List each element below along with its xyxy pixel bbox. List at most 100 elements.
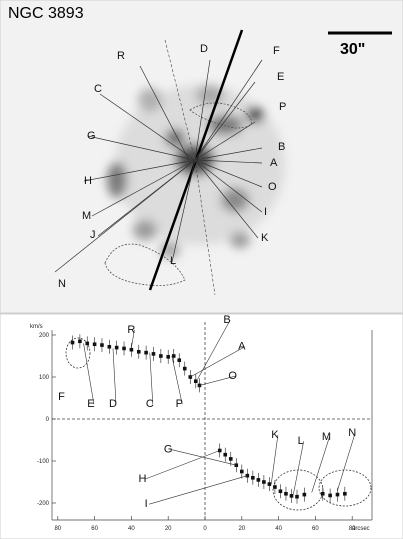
- annotation-h: H: [138, 473, 146, 485]
- annotation-r: R: [127, 324, 135, 336]
- x-tick-label: 40: [128, 526, 135, 532]
- data-point: [197, 383, 202, 388]
- data-point: [171, 354, 176, 358]
- annotation-m: M: [322, 431, 331, 443]
- region-label-p: P: [279, 101, 286, 113]
- annotation-n: N: [348, 427, 356, 439]
- data-point: [129, 347, 134, 352]
- annotation-b: B: [223, 314, 230, 326]
- group-outline-f: [65, 337, 91, 369]
- data-point: [122, 346, 126, 351]
- annotation-leader: [293, 441, 304, 495]
- data-point: [151, 352, 156, 356]
- data-points: [70, 334, 347, 504]
- annotation-leader: [131, 329, 135, 348]
- annotation-e: E: [87, 398, 94, 410]
- data-point: [166, 355, 170, 359]
- region-label-c: C: [94, 83, 102, 95]
- dashed-lines: [164, 39, 216, 296]
- data-point: [273, 485, 277, 489]
- y-tick-label: 0: [46, 417, 50, 423]
- annotation-l: L: [298, 435, 304, 447]
- region-label-f: F: [273, 45, 280, 57]
- annotation-d: D: [109, 398, 117, 410]
- y-tick-label: 100: [39, 375, 50, 381]
- data-point: [228, 457, 233, 461]
- annotation-leader: [337, 432, 356, 491]
- slit-lines: [54, 59, 263, 273]
- data-point: [92, 342, 97, 347]
- data-point: [278, 489, 283, 494]
- data-point: [177, 358, 182, 362]
- scale-bar-label: 30": [340, 41, 365, 58]
- region-label-e: E: [277, 71, 284, 83]
- annotation-leader: [171, 355, 183, 405]
- region-label-r: R: [117, 50, 125, 62]
- annotation-leader: [270, 434, 279, 485]
- data-point: [223, 452, 228, 457]
- data-point: [251, 476, 255, 480]
- data-point: [159, 354, 163, 358]
- y-tick-label: 200: [39, 333, 50, 339]
- x-tick-label: 20: [165, 526, 172, 532]
- y-ticks: 200 100 0 -100 -200: [37, 333, 56, 507]
- y-tick-label: -200: [37, 501, 50, 507]
- data-point: [240, 469, 244, 474]
- data-point: [136, 350, 141, 354]
- x-tick-label: 60: [91, 526, 98, 532]
- annotation-leader: [149, 352, 154, 405]
- region-label-j: J: [90, 229, 96, 241]
- data-point: [256, 478, 261, 482]
- data-point: [85, 341, 90, 346]
- annotation-a: A: [238, 341, 246, 353]
- data-point: [107, 344, 112, 349]
- region-outline-n: [104, 243, 186, 286]
- data-point: [100, 343, 104, 347]
- data-point: [302, 492, 307, 497]
- data-point: [284, 491, 288, 496]
- x-tick-label: 0: [203, 526, 207, 532]
- data-point: [70, 340, 75, 345]
- annotation-f: F: [58, 391, 65, 403]
- region-label-b: B: [278, 141, 285, 153]
- region-label-i: I: [264, 206, 267, 218]
- data-point: [335, 492, 340, 497]
- annotation-g: G: [164, 444, 173, 456]
- data-point: [182, 366, 187, 371]
- region-label-m: M: [82, 210, 91, 222]
- annotation-c: C: [146, 398, 154, 410]
- x-ticks: 80 60 40 20 0 20 40 60 80: [54, 516, 356, 532]
- data-point: [144, 350, 148, 355]
- x-tick-label: 20: [238, 526, 245, 532]
- data-point: [267, 482, 272, 486]
- region-label-g: G: [87, 130, 96, 142]
- region-label-a: A: [270, 157, 278, 169]
- x-tick-label: 40: [275, 526, 282, 532]
- annotation-leader: [190, 346, 245, 378]
- annotation-p: P: [176, 398, 183, 410]
- x-tick-label: 80: [349, 526, 356, 532]
- data-point: [114, 345, 119, 350]
- region-label-k: K: [261, 232, 269, 244]
- y-axis-label: km/s: [30, 324, 43, 330]
- x-axis-label: arcsec: [352, 526, 370, 532]
- region-label-h: H: [84, 175, 92, 187]
- x-tick-label: 60: [312, 526, 319, 532]
- data-point: [262, 480, 266, 484]
- region-label-l: L: [170, 255, 176, 267]
- annotation-leader: [171, 449, 237, 466]
- data-point: [295, 494, 299, 499]
- chart-frame: [51, 322, 373, 521]
- annotation-leaders: [83, 320, 356, 505]
- data-point: [320, 491, 325, 496]
- annotations: R B A O F E D C P G H I K L M N: [58, 314, 356, 510]
- annotation-k: K: [271, 429, 279, 441]
- annotation-leader: [199, 375, 236, 386]
- annotation-leader: [112, 348, 117, 405]
- region-label-o: O: [268, 181, 277, 193]
- annotation-o: O: [228, 370, 237, 382]
- galaxy-panel: NGC 3893 30" R D F C E P B G A H O M I J…: [0, 0, 403, 314]
- y-tick-label: -100: [37, 459, 50, 465]
- data-point: [78, 339, 82, 344]
